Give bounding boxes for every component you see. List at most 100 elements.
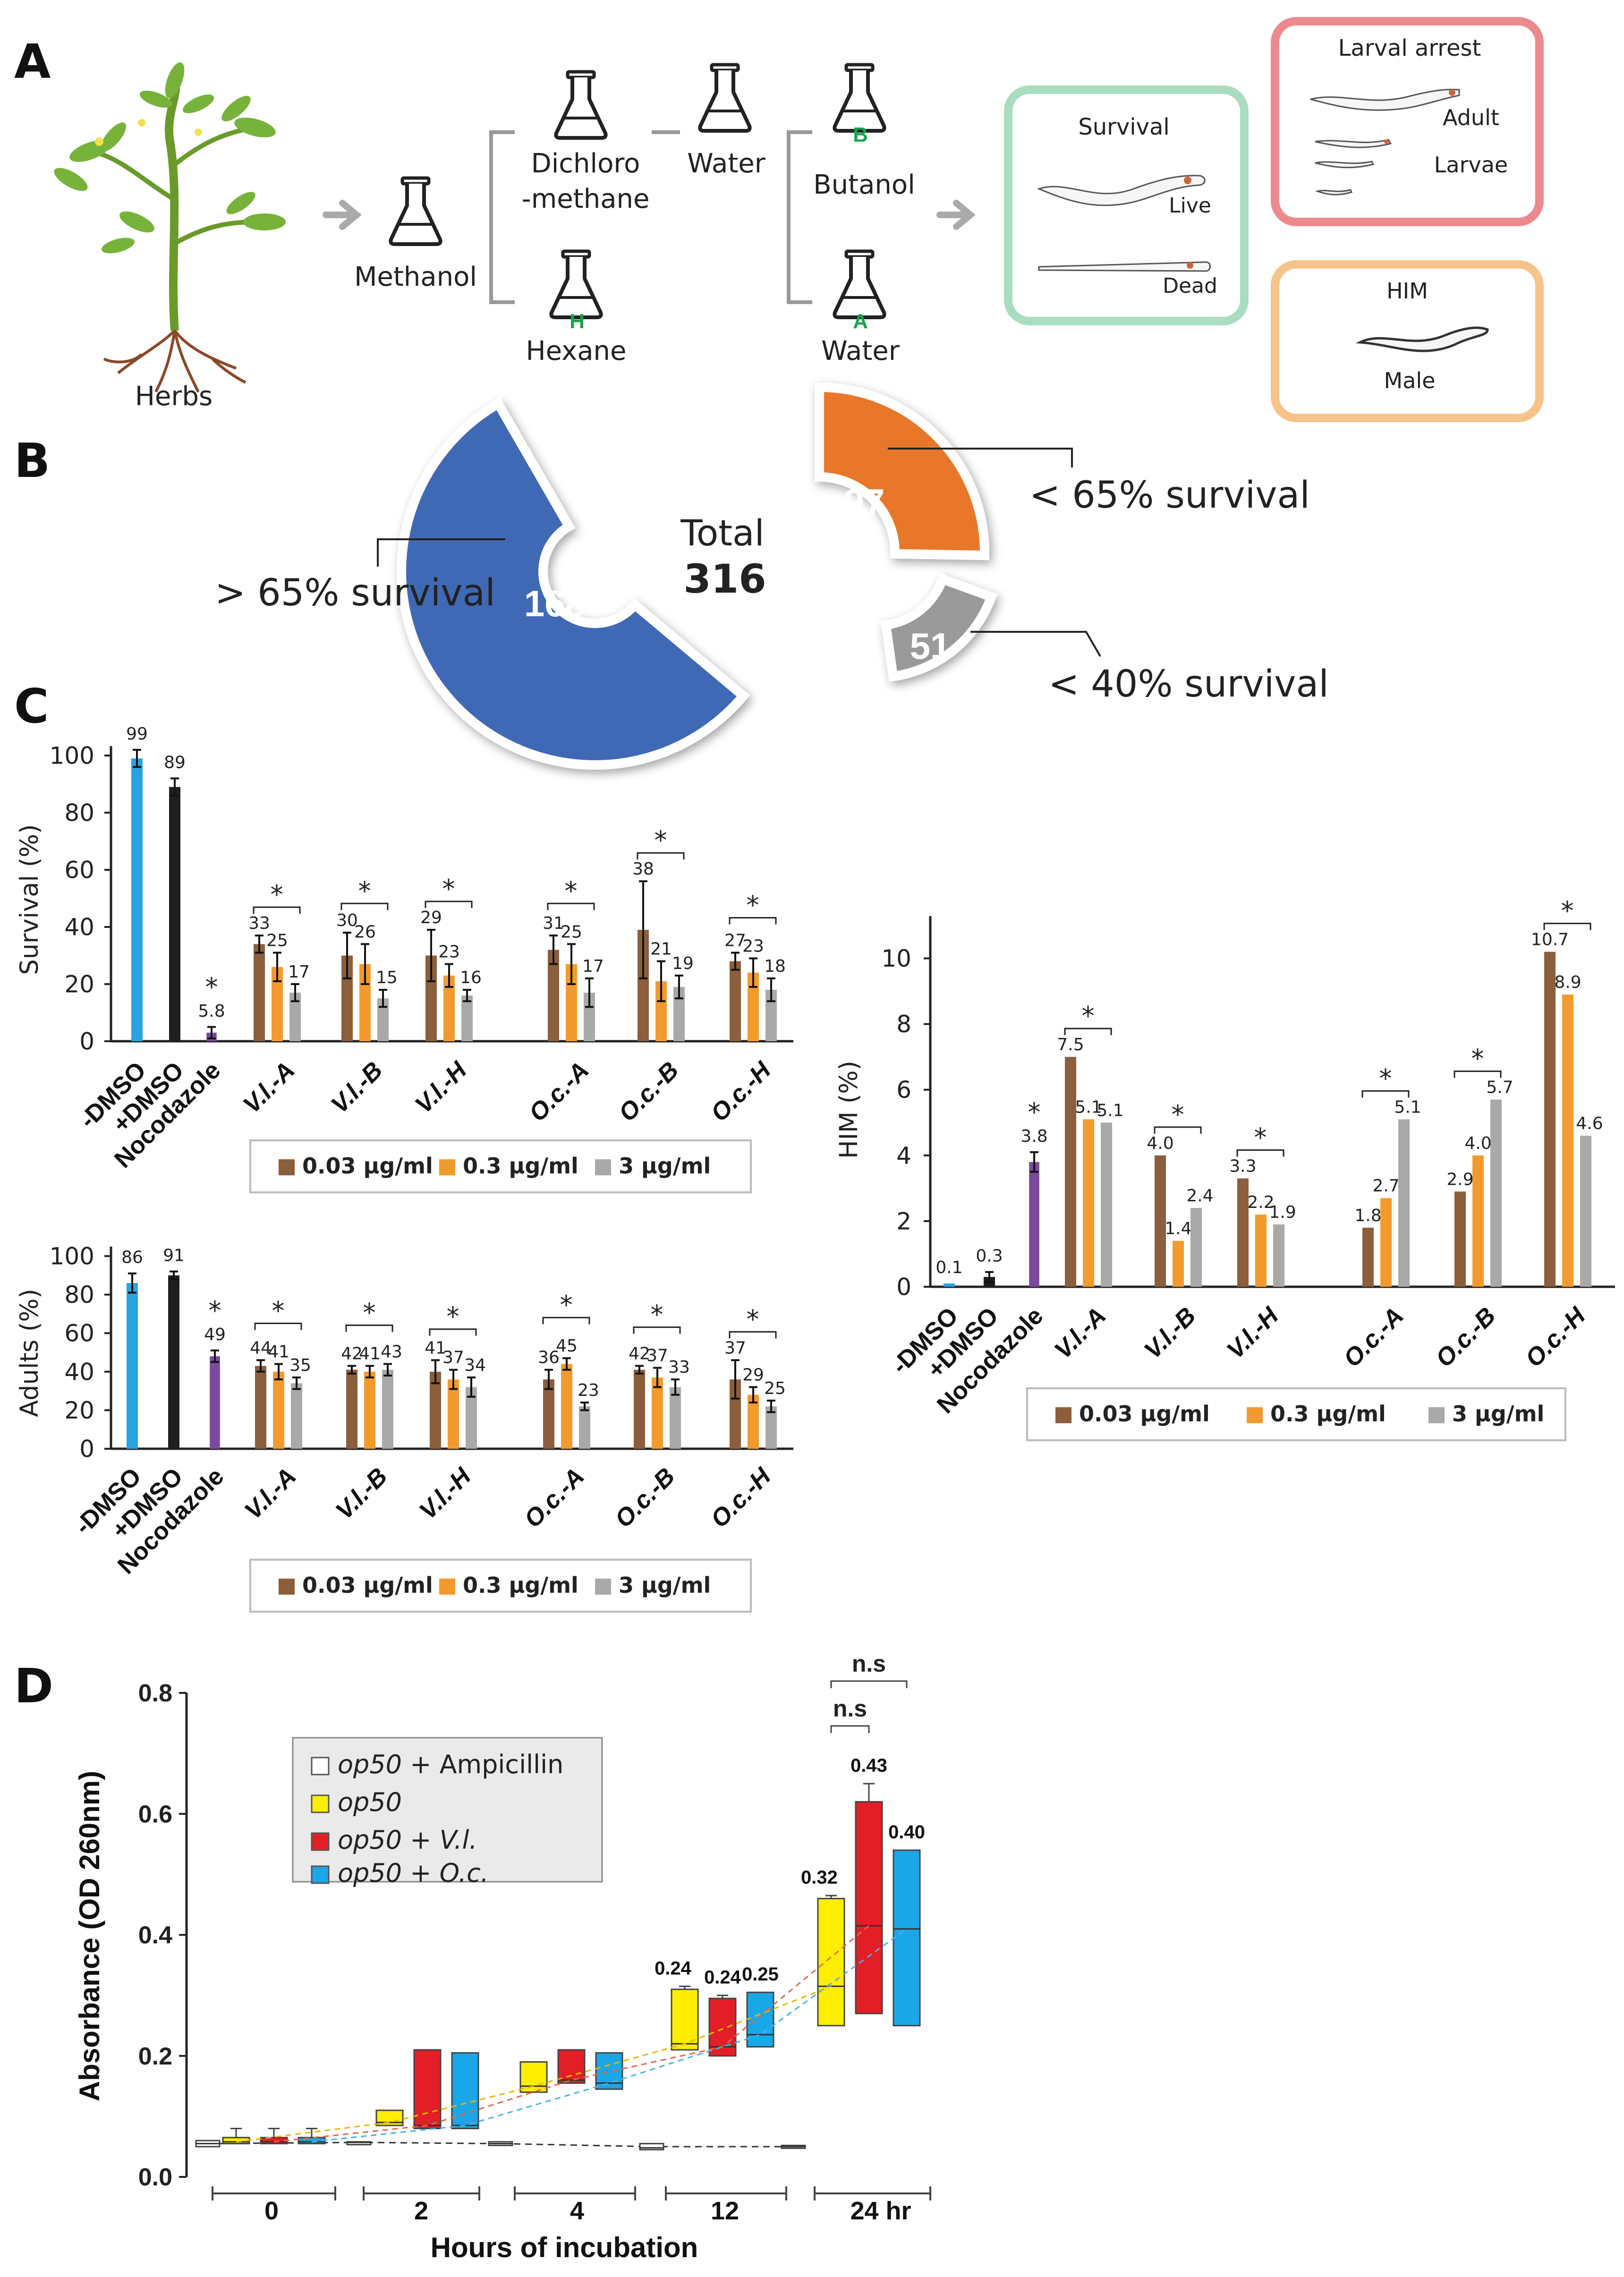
- error-bar: [255, 935, 264, 954]
- data-label: 86: [121, 1248, 143, 1267]
- x-tick-label: 24 hr: [850, 2197, 911, 2225]
- legend-swatch: [311, 1757, 330, 1776]
- worm-dead-icon: [1038, 261, 1211, 272]
- trend-line: [207, 2141, 793, 2148]
- data-label: 29: [420, 908, 442, 927]
- error-bar: [639, 880, 647, 979]
- panel-c-letter: C: [14, 679, 49, 734]
- legend-label-italic: op50: [338, 1825, 402, 1855]
- bar: [254, 944, 265, 1041]
- error-bar: [731, 1359, 740, 1400]
- bar: [382, 1369, 393, 1449]
- trend-line: [311, 1928, 907, 2143]
- box: [451, 2052, 479, 2129]
- bar: [579, 1406, 590, 1449]
- bar: [1454, 1191, 1466, 1287]
- data-label: 7.5: [1057, 1035, 1084, 1054]
- legend-swatch: [311, 1832, 330, 1851]
- y-axis-label: Survival (%): [15, 824, 44, 975]
- box-whisker: [717, 1995, 728, 1999]
- significance-label: n.s: [852, 1650, 886, 1677]
- box-whisker: [230, 2128, 242, 2138]
- bar: [1380, 1198, 1392, 1287]
- y-tick-label: 4: [896, 1142, 911, 1169]
- legend-label: op50 + V.l.: [338, 1825, 477, 1855]
- bar: [652, 1377, 663, 1449]
- y-axis-label: Absorbance (OD 260nm): [74, 1771, 105, 2101]
- bar: [670, 1387, 681, 1449]
- significance-star: *: [205, 972, 218, 1002]
- y-tick-label: 20: [64, 1397, 94, 1424]
- data-label: 33: [668, 1358, 690, 1377]
- survival-title: Survival: [1078, 114, 1170, 140]
- donut-slice: [880, 573, 998, 682]
- error-bar: [256, 1359, 265, 1373]
- data-label: 4.0: [1464, 1134, 1491, 1153]
- bar: [1173, 1240, 1184, 1287]
- data-label: 25: [561, 922, 582, 942]
- bar: [548, 950, 559, 1041]
- data-label: 3.8: [1020, 1127, 1047, 1146]
- x-category-label: O.c.-H: [1520, 1301, 1591, 1372]
- trend-line: [273, 1925, 869, 2143]
- data-label: 41: [359, 1344, 381, 1364]
- significance-bracket: [830, 1725, 870, 1733]
- data-label: 5.7: [1486, 1078, 1513, 1097]
- bar: [255, 1366, 266, 1449]
- significance-bracket: [830, 1680, 908, 1688]
- data-label: 37: [646, 1346, 668, 1366]
- error-bar: [274, 1363, 283, 1381]
- control-bar: [210, 1356, 220, 1449]
- y-tick-label: 6: [896, 1076, 911, 1104]
- error-bar: [207, 1026, 216, 1039]
- x-tick-label: 2: [414, 2197, 428, 2225]
- box: [817, 1898, 845, 2027]
- trend-line: [236, 1986, 832, 2143]
- adult-label: Adult: [1443, 105, 1499, 130]
- data-label: 27: [724, 931, 746, 950]
- control-bar: [169, 787, 180, 1041]
- flask-icon: [834, 65, 884, 131]
- flask-icon: [556, 72, 605, 138]
- worm-male-icon: [1355, 326, 1489, 352]
- bar: [765, 1406, 777, 1449]
- legend-swatch: [311, 1865, 330, 1884]
- box-whisker: [268, 2128, 280, 2138]
- legend-label: 3 µg/ml: [619, 1153, 711, 1179]
- significance-star: *: [655, 825, 667, 855]
- x-category-label: O.c.-B: [613, 1056, 684, 1127]
- box: [298, 2137, 326, 2145]
- legend-swatch: [279, 1159, 295, 1175]
- box-whisker: [825, 1895, 837, 1899]
- legend-swatch: [595, 1579, 611, 1595]
- box: [557, 2049, 586, 2084]
- significance-star: *: [271, 880, 283, 909]
- legend-label: 0.3 µg/ml: [463, 1153, 578, 1179]
- x-category-label: O.c.-H: [706, 1462, 776, 1533]
- bar: [730, 961, 741, 1041]
- data-label: 0.24: [704, 1967, 741, 1988]
- data-label: 43: [381, 1342, 402, 1361]
- y-tick-label: 8: [896, 1011, 911, 1038]
- legend-swatch: [595, 1159, 611, 1175]
- data-label: 89: [164, 753, 186, 772]
- y-axis-label: Adults (%): [15, 1289, 44, 1417]
- legend-swatch: [439, 1579, 455, 1595]
- x-axis-label: Hours of incubation: [431, 2232, 698, 2263]
- error-bar: [767, 977, 775, 1003]
- y-tick-label: 20: [64, 971, 94, 998]
- error-bar: [671, 1378, 680, 1396]
- legend-swatch: [279, 1579, 295, 1595]
- error-bar: [128, 1272, 136, 1294]
- bar: [346, 1369, 357, 1449]
- error-bar: [985, 1271, 994, 1283]
- legend-label: op50: [338, 1787, 402, 1817]
- data-label: 49: [204, 1325, 226, 1344]
- y-tick-label: 0: [896, 1274, 911, 1301]
- error-bar: [463, 989, 471, 1003]
- legend-swatch: [311, 1794, 330, 1813]
- bar: [1255, 1215, 1267, 1287]
- data-label: 10.7: [1531, 930, 1569, 950]
- y-tick-label: 60: [64, 857, 94, 884]
